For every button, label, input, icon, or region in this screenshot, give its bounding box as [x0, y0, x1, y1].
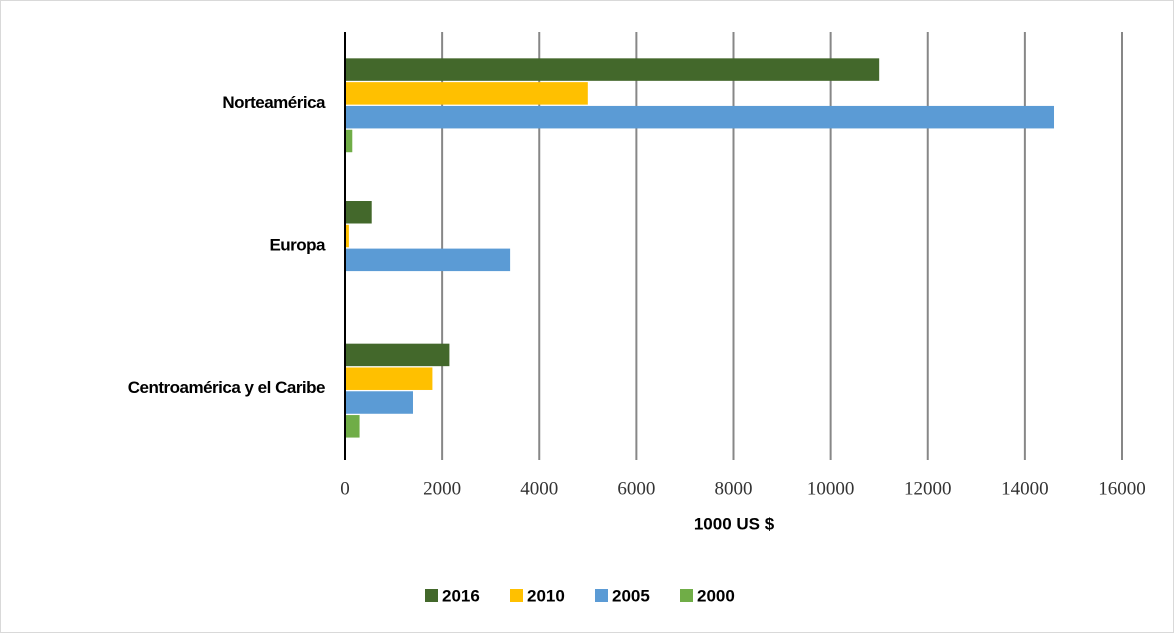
- x-tick-label: 4000: [520, 478, 558, 499]
- bar: [345, 58, 880, 81]
- bar: [345, 82, 588, 105]
- legend-swatch: [425, 589, 438, 602]
- legend-label: 2000: [697, 586, 735, 605]
- bar: [345, 201, 372, 224]
- x-tick-label: 10000: [807, 478, 855, 499]
- x-tick-label: 8000: [715, 478, 753, 499]
- bar: [345, 248, 511, 272]
- x-tick-label: 6000: [617, 478, 655, 499]
- bar: [345, 367, 433, 390]
- x-tick-label: 16000: [1098, 478, 1146, 499]
- category-label: Centroamérica y el Caribe: [128, 378, 325, 397]
- legend-swatch: [595, 589, 608, 602]
- x-tick-label: 2000: [423, 478, 461, 499]
- bar: [345, 129, 353, 153]
- bar: [345, 415, 360, 438]
- x-tick-label: 0: [340, 478, 350, 499]
- legend-label: 2010: [527, 586, 565, 605]
- legend-swatch: [680, 589, 693, 602]
- x-tick-label: 14000: [1001, 478, 1049, 499]
- bar: [345, 343, 450, 367]
- bar: [345, 224, 349, 248]
- category-label: Norteamérica: [222, 93, 326, 112]
- legend-label: 2016: [442, 586, 480, 605]
- bar: [345, 391, 413, 414]
- category-label: Europa: [269, 235, 326, 254]
- legend-label: 2005: [612, 586, 650, 605]
- legend-swatch: [510, 589, 523, 602]
- x-axis-title: 1000 US $: [694, 514, 775, 533]
- bar: [345, 105, 1055, 129]
- x-tick-label: 12000: [904, 478, 952, 499]
